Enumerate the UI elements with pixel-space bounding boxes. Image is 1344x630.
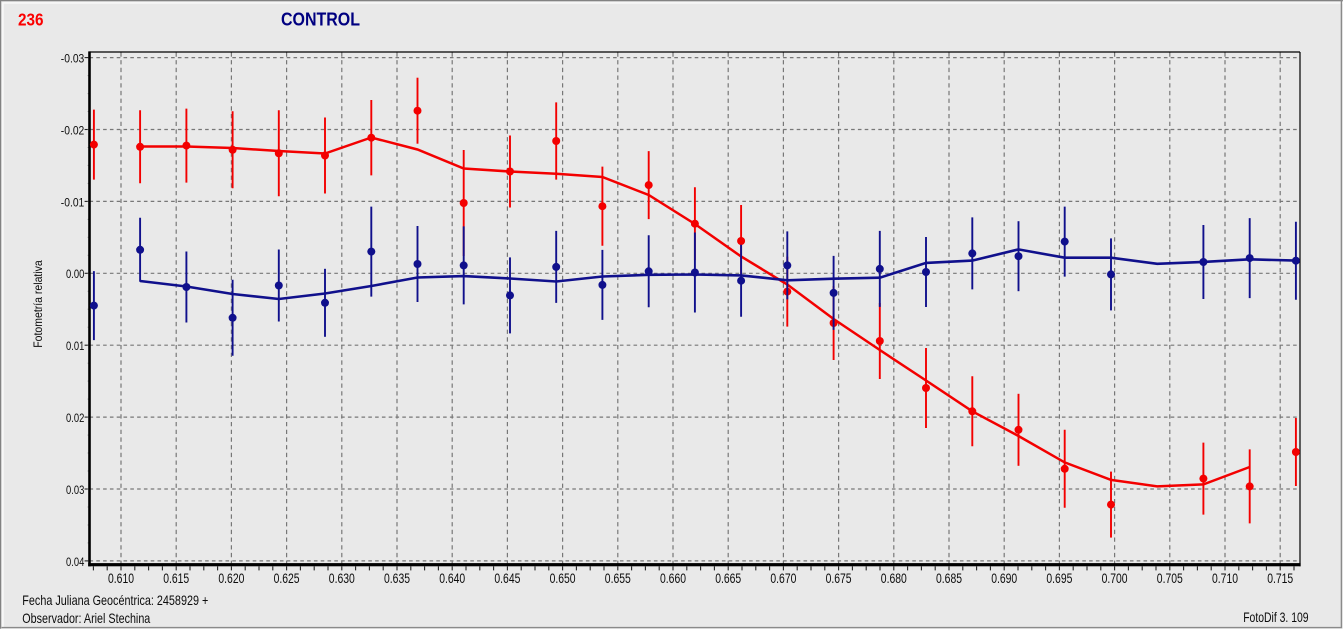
svg-text:0.670: 0.670 [770, 571, 796, 586]
svg-text:0.635: 0.635 [384, 571, 410, 586]
svg-text:FotoDif 3. 109: FotoDif 3. 109 [1243, 610, 1309, 625]
svg-text:236: 236 [18, 10, 44, 30]
svg-text:0.695: 0.695 [1046, 571, 1072, 586]
svg-text:0.655: 0.655 [605, 571, 631, 586]
svg-text:0.675: 0.675 [826, 571, 852, 586]
svg-text:0.700: 0.700 [1102, 571, 1128, 586]
svg-text:Observador: Ariel Stechina: Observador: Ariel Stechina [22, 611, 150, 626]
svg-text:0.660: 0.660 [660, 571, 686, 586]
svg-text:0.03: 0.03 [66, 484, 84, 497]
svg-text:0.680: 0.680 [881, 571, 907, 586]
svg-text:0.640: 0.640 [439, 571, 465, 586]
svg-text:0.665: 0.665 [715, 571, 741, 586]
svg-text:0.02: 0.02 [66, 412, 84, 425]
svg-text:0.630: 0.630 [329, 571, 355, 586]
svg-text:0.620: 0.620 [218, 571, 244, 586]
svg-text:0.690: 0.690 [991, 571, 1017, 586]
svg-text:0.705: 0.705 [1157, 571, 1183, 586]
svg-text:0.01: 0.01 [66, 340, 84, 353]
svg-text:0.625: 0.625 [274, 571, 300, 586]
svg-text:-0.02: -0.02 [61, 124, 85, 137]
svg-text:-0.01: -0.01 [61, 196, 85, 209]
svg-text:0.710: 0.710 [1212, 571, 1238, 586]
svg-text:0.715: 0.715 [1267, 571, 1293, 586]
svg-text:Fotometría relativa: Fotometría relativa [31, 260, 45, 348]
svg-text:0.04: 0.04 [66, 556, 85, 569]
svg-text:0.645: 0.645 [494, 571, 520, 586]
svg-text:Fecha Juliana Geocéntrica: 245: Fecha Juliana Geocéntrica: 2458929 + [22, 593, 208, 608]
svg-text:0.610: 0.610 [108, 571, 134, 586]
svg-text:0.615: 0.615 [163, 571, 189, 586]
svg-text:0.00: 0.00 [66, 268, 84, 281]
svg-text:0.650: 0.650 [550, 571, 576, 586]
svg-text:-0.03: -0.03 [61, 53, 85, 66]
svg-text:0.685: 0.685 [936, 571, 962, 586]
svg-text:CONTROL: CONTROL [281, 10, 360, 30]
